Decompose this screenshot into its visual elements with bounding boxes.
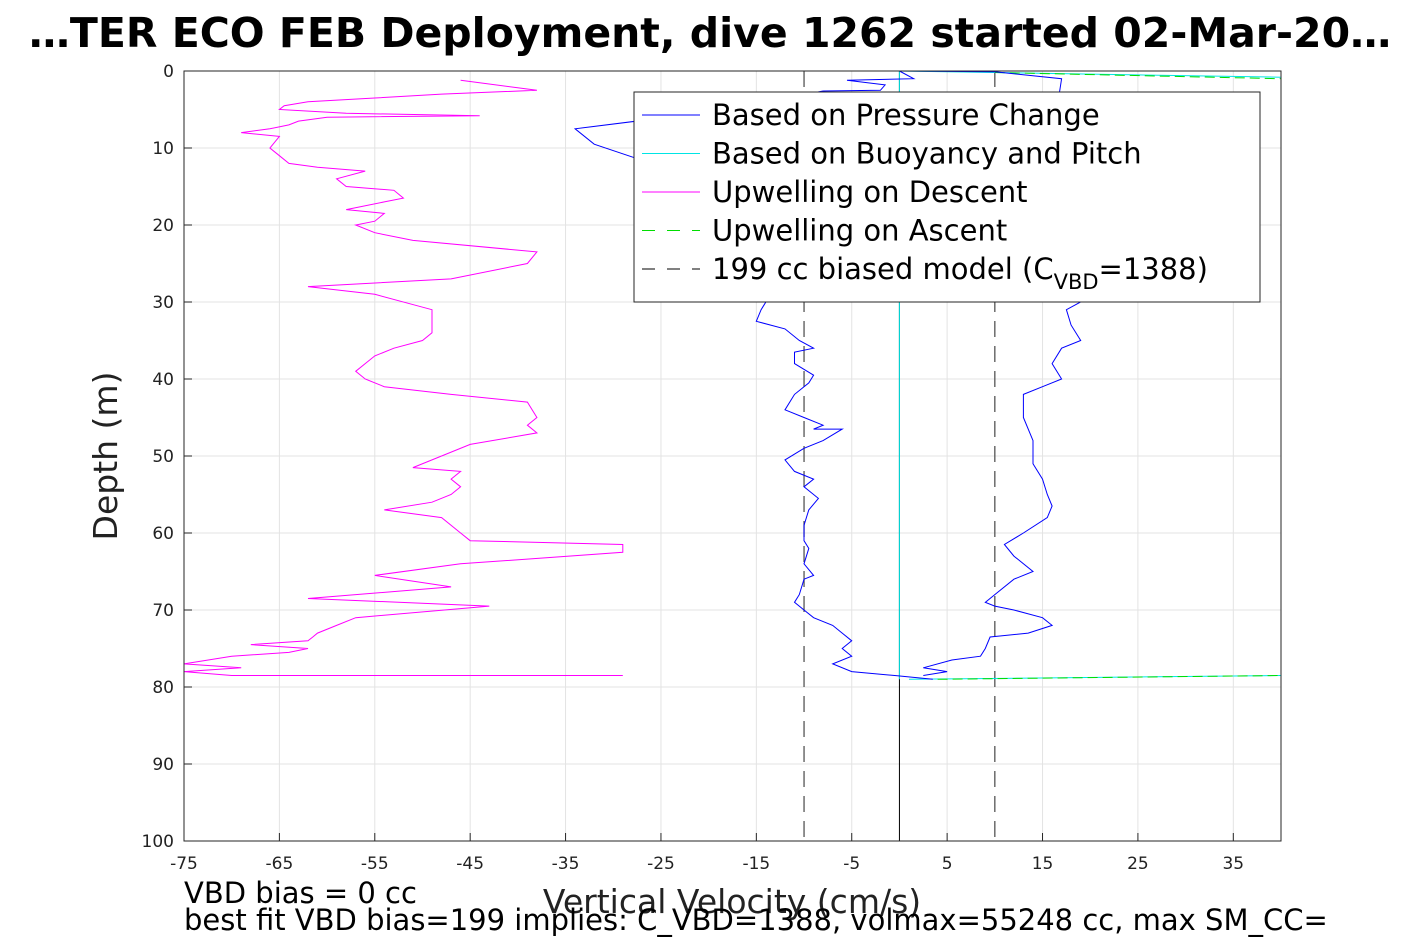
- x-axis-label: Vertical Velocity (cm/s): [543, 882, 921, 921]
- legend-label: Upwelling on Descent: [712, 175, 1028, 209]
- vbd-bias-note: VBD bias = 0 cc: [184, 876, 417, 910]
- upwelling-ascent-line: [937, 675, 1282, 680]
- x-tick-label: 35: [1222, 854, 1244, 874]
- y-tick-label: 80: [152, 678, 174, 698]
- legend: Based on Pressure Change Based on Buoyanc…: [633, 91, 1261, 303]
- legend-label-end: =1388): [1099, 252, 1208, 286]
- x-tick-label: 15: [1032, 854, 1054, 874]
- y-tick-label: 0: [163, 62, 174, 82]
- legend-box: [633, 91, 1261, 303]
- legend-label: Based on Pressure Change: [712, 98, 1100, 132]
- y-tick-label: 10: [152, 139, 174, 159]
- y-tick-label: 100: [142, 832, 174, 852]
- pressure-change-descent-line: [573, 70, 933, 680]
- best-fit-note: best fit VBD bias=199 implies: C_VBD=138…: [184, 903, 1328, 937]
- x-tick-label: -65: [266, 854, 294, 874]
- upwelling-ascent-line: [994, 72, 1282, 80]
- y-axis-label: Depth (m): [86, 372, 125, 541]
- y-tick-label: 60: [152, 524, 174, 544]
- ticks: -75 -65 -55 -45 -35 -25 -15 -5 5 15 25 350102030405…: [142, 62, 1245, 874]
- x-tick-label: -35: [552, 854, 580, 874]
- x-tick-label: 25: [1127, 854, 1149, 874]
- x-tick-label: -75: [170, 854, 198, 874]
- y-tick-label: 40: [152, 370, 174, 390]
- x-tick-label: -5: [843, 854, 860, 874]
- x-tick-label: 5: [942, 854, 953, 874]
- x-tick-label: -15: [742, 854, 770, 874]
- y-tick-label: 70: [152, 601, 174, 621]
- upwelling-descent-line: [183, 79, 624, 676]
- legend-label-subscript: VBD: [1054, 270, 1099, 294]
- legend-label: Upwelling on Ascent: [712, 214, 1007, 248]
- x-tick-label: -45: [456, 854, 484, 874]
- y-tick-label: 20: [152, 216, 174, 236]
- y-tick-label: 90: [152, 755, 174, 775]
- chart-title: …TER ECO FEB Deployment, dive 1262 start…: [29, 9, 1391, 57]
- x-tick-label: -25: [647, 854, 675, 874]
- y-tick-label: 30: [152, 293, 174, 313]
- legend-label: Based on Buoyancy and Pitch: [712, 137, 1142, 171]
- x-tick-label: -55: [361, 854, 389, 874]
- y-tick-label: 50: [152, 447, 174, 467]
